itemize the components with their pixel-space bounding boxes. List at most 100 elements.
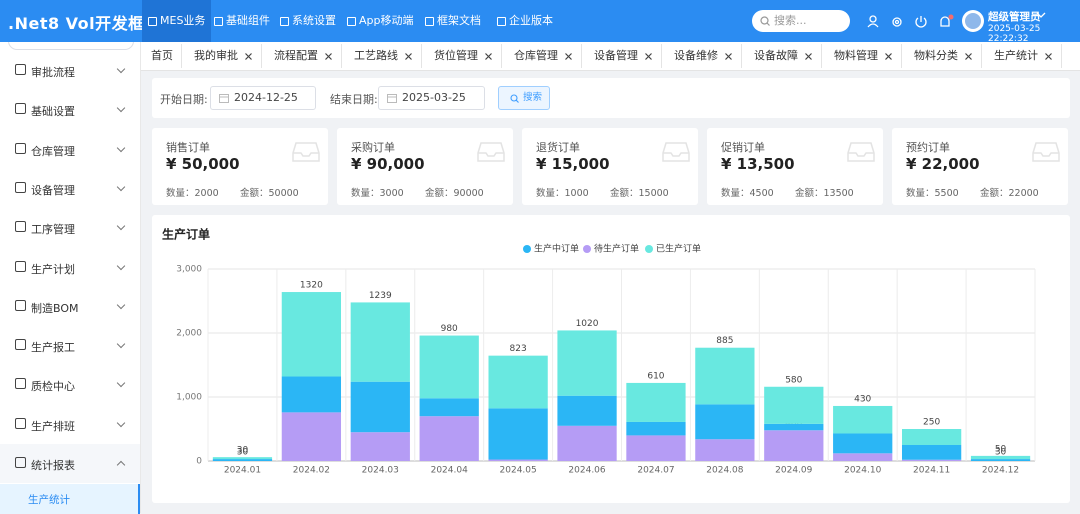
- bell-icon[interactable]: [941, 17, 949, 26]
- logo[interactable]: .Net8 Vol开发框架: [8, 10, 161, 34]
- nav-icon: [425, 17, 434, 26]
- tab-close[interactable]: [404, 52, 413, 61]
- menu-label: 仓库管理: [31, 143, 75, 159]
- card-count: 数量：1000: [536, 185, 589, 199]
- tab[interactable]: 流程配置: [262, 44, 342, 68]
- summary-card: 促销订单¥ 13,500数量：4500金额：13500: [707, 128, 883, 205]
- card-title: 退货订单: [536, 139, 580, 155]
- tab[interactable]: 工艺路线: [342, 44, 422, 68]
- chart-panel: 生产订单 01,0002,0003,000生产中订单待生产订单已生产订单2024…: [152, 215, 1070, 503]
- x-tick-label: 2024.03: [362, 466, 399, 476]
- end-date-input[interactable]: 2025-03-25: [378, 86, 485, 110]
- search-button[interactable]: 搜索: [498, 86, 550, 110]
- nav-item[interactable]: 企业版本: [491, 0, 559, 42]
- card-total: 金额：90000: [425, 185, 484, 199]
- menu-item[interactable]: 工序管理: [0, 208, 140, 247]
- menu-item[interactable]: 生产排班: [0, 405, 140, 444]
- filter-panel: 开始日期: 2024-12-25 结束日期: 2025-03-25 搜索: [152, 78, 1070, 118]
- avatar[interactable]: [961, 9, 985, 33]
- card-amount: ¥ 22,000: [906, 155, 980, 173]
- tab[interactable]: 物料管理: [822, 44, 902, 68]
- bar-segment: [833, 433, 892, 453]
- tab[interactable]: 设备故障: [742, 44, 822, 68]
- menu-icon: [15, 143, 26, 154]
- card-total: 金额：13500: [795, 185, 854, 199]
- settings-icon[interactable]: [893, 18, 901, 26]
- menu-item[interactable]: 生产计划: [0, 248, 140, 287]
- sidebar: 审批流程基础设置仓库管理设备管理工序管理生产计划制造BOM生产报工质检中心生产排…: [0, 42, 141, 513]
- menu-icon: [15, 221, 26, 232]
- tab-close[interactable]: [644, 52, 653, 61]
- card-count: 数量：5500: [906, 185, 959, 199]
- x-tick-label: 2024.06: [568, 466, 605, 476]
- tab[interactable]: 我的审批: [182, 44, 262, 68]
- bar-segment: [488, 408, 547, 459]
- bar-segment: [213, 457, 272, 459]
- menu-chevron: [117, 65, 125, 73]
- tab[interactable]: 首页: [141, 44, 182, 68]
- menu-icon: [15, 457, 26, 468]
- tab[interactable]: 物料分类: [902, 44, 982, 68]
- menu-chevron: [117, 143, 125, 151]
- nav-item[interactable]: 框架文档: [419, 0, 487, 42]
- tab-close[interactable]: [564, 52, 573, 61]
- tab-close[interactable]: [804, 52, 813, 61]
- data-label: 1239: [369, 291, 392, 301]
- tab[interactable]: 仓库管理: [502, 44, 582, 68]
- nav-item[interactable]: App移动端: [341, 0, 420, 42]
- tab-close[interactable]: [324, 52, 333, 61]
- submenu-item[interactable]: 生产统计: [0, 484, 140, 514]
- start-date: 2024-12-25: [234, 87, 298, 109]
- bar-segment: [213, 459, 272, 461]
- card-amount: ¥ 90,000: [351, 155, 425, 173]
- menu-item[interactable]: 质检中心: [0, 365, 140, 404]
- tab-close[interactable]: [1044, 52, 1053, 61]
- tab-close[interactable]: [964, 52, 973, 61]
- start-date-input[interactable]: 2024-12-25: [210, 86, 316, 110]
- nav-item[interactable]: MES业务: [142, 0, 211, 42]
- tab-close[interactable]: [244, 52, 253, 61]
- tab[interactable]: 设备管理: [582, 44, 662, 68]
- user-name[interactable]: 超级管理员: [988, 9, 1041, 24]
- calendar-icon: [219, 93, 229, 103]
- tab[interactable]: 设备维修: [662, 44, 742, 68]
- user-icon[interactable]: [870, 16, 876, 22]
- menu-item[interactable]: 制造BOM: [0, 287, 140, 326]
- bar-segment: [833, 406, 892, 434]
- card-title: 促销订单: [721, 139, 765, 155]
- bar-segment: [764, 387, 823, 424]
- user-caret: [1036, 11, 1046, 19]
- data-label: 580: [785, 375, 802, 385]
- tab[interactable]: 货位管理: [422, 44, 502, 68]
- tab-close[interactable]: [484, 52, 493, 61]
- menu-item[interactable]: 审批流程: [0, 51, 140, 90]
- data-label: 1020: [576, 319, 599, 329]
- tab-close[interactable]: [884, 52, 893, 61]
- bar-segment: [626, 383, 685, 422]
- menu-item[interactable]: 生产报工: [0, 326, 140, 365]
- search-button-label: 搜索: [523, 87, 542, 109]
- tab-label: 流程配置: [274, 44, 318, 68]
- tab-label: 我的审批: [194, 44, 238, 68]
- tab-close[interactable]: [724, 52, 733, 61]
- nav-item[interactable]: 基础组件: [208, 0, 276, 42]
- menu-item[interactable]: 仓库管理: [0, 130, 140, 169]
- search-box[interactable]: 搜索...: [752, 10, 850, 32]
- menu-chevron: [117, 183, 125, 191]
- menu-item[interactable]: 设备管理: [0, 169, 140, 208]
- tab[interactable]: 生产统计: [982, 44, 1062, 68]
- nav-icon: [214, 17, 223, 26]
- bar-segment: [764, 424, 823, 430]
- card-total: 金额：50000: [240, 185, 299, 199]
- bar-segment: [488, 460, 547, 461]
- nav-item[interactable]: 系统设置: [274, 0, 342, 42]
- menu-item[interactable]: 基础设置: [0, 90, 140, 129]
- tab-label: 货位管理: [434, 44, 478, 68]
- legend-marker: [523, 245, 531, 253]
- end-date: 2025-03-25: [402, 87, 466, 109]
- legend-marker: [583, 245, 591, 253]
- menu-label: 生产计划: [31, 261, 75, 277]
- menu-item[interactable]: 统计报表: [0, 444, 140, 483]
- legend-marker: [645, 245, 653, 253]
- bar-segment: [695, 404, 754, 439]
